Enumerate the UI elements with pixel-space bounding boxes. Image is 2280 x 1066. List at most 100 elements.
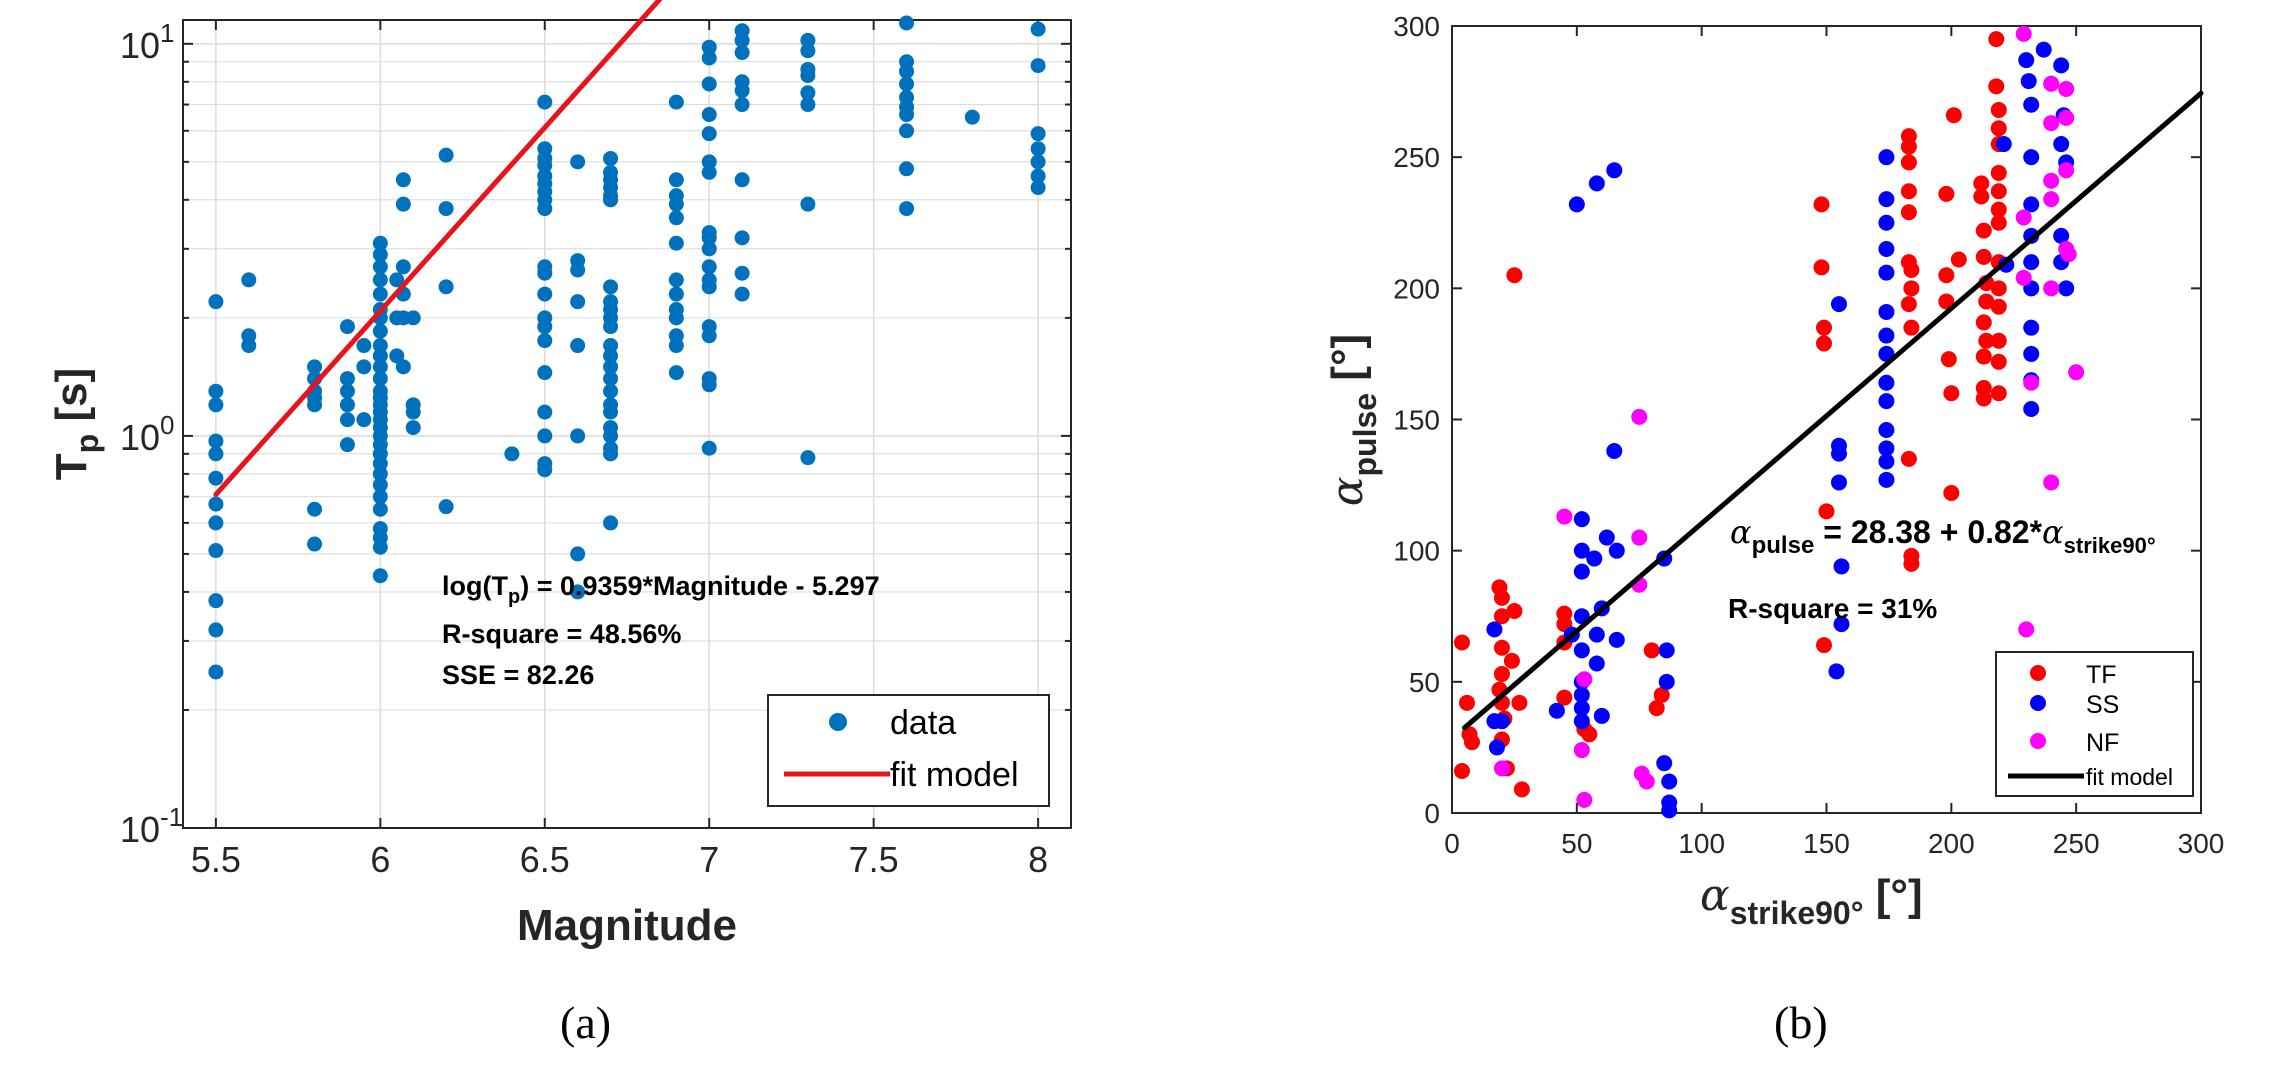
a-data-point xyxy=(800,85,816,101)
b-point-ss xyxy=(1878,421,1895,438)
b-point-tf xyxy=(1506,267,1523,284)
b-point-tf xyxy=(1903,319,1920,336)
b-point-ss xyxy=(2023,319,2040,336)
a-data-point xyxy=(570,154,586,170)
a-data-point xyxy=(372,359,388,375)
a-xtick-label-4: 7.5 xyxy=(849,839,899,880)
b-point-ss xyxy=(1878,149,1895,166)
b-x-axis-label: αstrike90° [°] xyxy=(1700,870,1923,931)
b-point-ss xyxy=(1568,196,1585,213)
b-point-tf xyxy=(1493,639,1510,656)
a-data-point xyxy=(372,466,388,482)
a-ytick-label-base: 10 xyxy=(120,809,160,850)
b-legend-tf-label: TF xyxy=(2086,661,2117,689)
b-point-tf xyxy=(1643,642,1660,659)
b-point-nf xyxy=(2043,474,2060,491)
a-data-point xyxy=(208,433,224,449)
a-data-point xyxy=(899,15,915,31)
b-point-tf xyxy=(1900,450,1917,467)
a-xtick-label-0: 5.5 xyxy=(191,839,241,880)
a-data-point xyxy=(537,428,553,444)
b-point-tf xyxy=(1973,175,1990,192)
a-data-point xyxy=(537,94,553,110)
a-data-point xyxy=(372,286,388,302)
a-data-point xyxy=(734,230,750,246)
a-data-point xyxy=(537,333,553,349)
a-data-point xyxy=(1030,180,1046,196)
a-data-point xyxy=(701,126,717,142)
a-data-point xyxy=(800,68,816,84)
b-point-tf xyxy=(1988,31,2005,48)
a-data-point xyxy=(339,319,355,335)
a-data-point xyxy=(701,377,717,393)
a-annotation: log(Tp) = 0.9359*Magnitude - 5.297 R-squ… xyxy=(442,571,880,690)
b-point-ss xyxy=(1588,655,1605,672)
a-annotation-equation: log(Tp) = 0.9359*Magnitude - 5.297 xyxy=(442,571,880,608)
a-data-point xyxy=(800,43,816,59)
a-data-point xyxy=(701,230,717,246)
a-data-point xyxy=(570,546,586,562)
a-data-point xyxy=(208,622,224,638)
b-point-tf xyxy=(1900,296,1917,313)
b-point-ss xyxy=(1608,542,1625,559)
b-point-tf xyxy=(1975,390,1992,407)
a-legend-data-label: data xyxy=(890,704,956,742)
a-data-point xyxy=(734,97,750,113)
b-point-ss xyxy=(1548,702,1565,719)
a-data-point xyxy=(372,539,388,555)
a-data-point xyxy=(438,279,454,295)
a-legend-data-marker xyxy=(829,713,847,731)
a-data-point xyxy=(668,365,684,381)
b-y-axis-alpha: α xyxy=(1322,476,1373,506)
a-data-point xyxy=(339,371,355,387)
a-legend-fit-label: fit model xyxy=(890,756,1019,794)
a-data-point xyxy=(734,32,750,48)
b-point-tf xyxy=(1990,298,2007,315)
a-data-point xyxy=(800,450,816,466)
b-point-tf xyxy=(1975,314,1992,331)
a-data-point xyxy=(372,456,388,472)
b-point-tf xyxy=(1943,385,1960,402)
a-data-point xyxy=(372,568,388,584)
a-data-point xyxy=(438,201,454,217)
a-data-point xyxy=(964,109,980,125)
a-data-point xyxy=(537,265,553,281)
b-point-nf xyxy=(1493,760,1510,777)
b-point-tf xyxy=(1556,689,1573,706)
b-legend: TF SS NF fit model xyxy=(1995,651,2194,797)
a-data-point xyxy=(372,235,388,251)
b-point-ss xyxy=(1878,240,1895,257)
a-data-point xyxy=(208,664,224,680)
b-eq-alpha2: α xyxy=(2042,513,2064,551)
a-data-point xyxy=(241,338,257,354)
b-point-ss xyxy=(1656,755,1673,772)
a-ytick-label-base: 10 xyxy=(120,25,160,66)
b-point-tf xyxy=(1973,188,1990,205)
b-point-ss xyxy=(1830,296,1847,313)
a-ytick-label-0: 10-1 xyxy=(120,802,183,850)
a-data-point xyxy=(395,259,411,275)
a-data-point xyxy=(734,172,750,188)
a-data-point xyxy=(208,397,224,413)
a-data-point xyxy=(372,501,388,517)
b-point-tf xyxy=(1990,280,2007,297)
a-data-point xyxy=(372,348,388,364)
a-data-point xyxy=(701,107,717,123)
a-data-point xyxy=(603,150,619,166)
a-data-point xyxy=(389,272,405,288)
a-annotation-rsquare: R-square = 48.56% xyxy=(442,619,681,649)
a-data-point xyxy=(668,286,684,302)
a-data-point xyxy=(800,97,816,113)
b-fit-line xyxy=(1461,90,2204,731)
b-y-axis-unit: [°] xyxy=(1323,334,1372,393)
a-data-point xyxy=(701,76,717,92)
a-data-point xyxy=(668,196,684,212)
b-point-tf xyxy=(1990,164,2007,181)
b-point-nf xyxy=(2060,246,2077,263)
b-point-ss xyxy=(1878,440,1895,457)
a-data-point xyxy=(208,515,224,531)
a-data-point xyxy=(307,397,323,413)
b-point-tf xyxy=(1493,608,1510,625)
a-data-point xyxy=(701,440,717,456)
